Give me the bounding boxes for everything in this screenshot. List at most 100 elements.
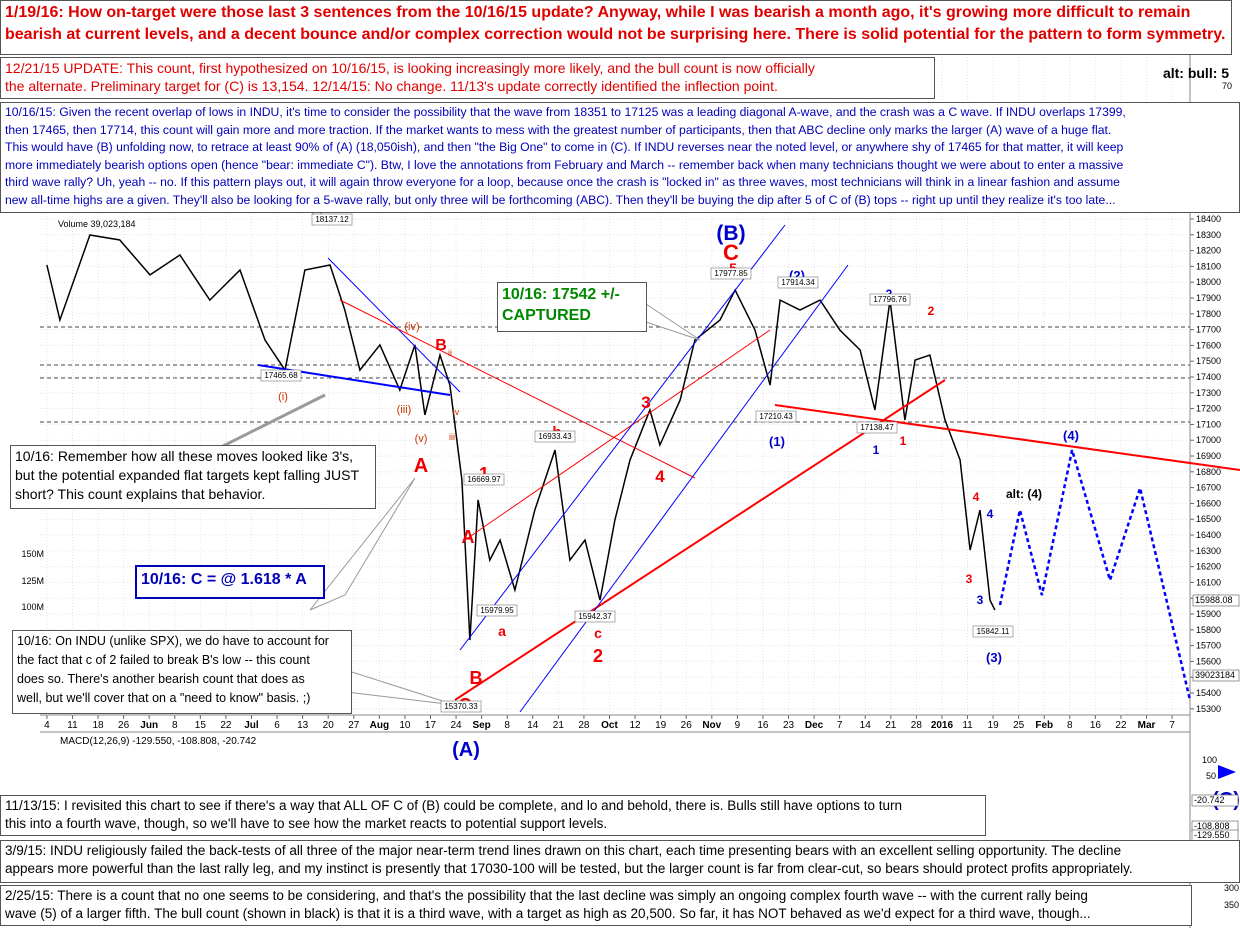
- price-label: 16933.43: [538, 432, 572, 441]
- trend-line: [454, 379, 946, 701]
- x-tick-label: 14: [860, 720, 872, 731]
- wave-label: iv: [453, 407, 460, 417]
- y-tick-label: 16700: [1196, 483, 1221, 493]
- y-tick-label: 16200: [1196, 562, 1221, 572]
- y-tick-label: 17300: [1196, 388, 1221, 398]
- price-label-box: [440, 700, 482, 713]
- volume-axis-label: 125M: [21, 576, 44, 586]
- volume-axis-label: 150M: [21, 549, 44, 559]
- note-box: 10/16: C = @ 1.618 * A: [135, 565, 325, 599]
- x-tick-label: 27: [348, 720, 360, 731]
- x-tick-label: 21: [885, 720, 897, 731]
- y-tick-label: 16800: [1196, 467, 1221, 477]
- x-tick-label: 16: [1090, 720, 1102, 731]
- note-line: 3/9/15: INDU religiously failed the back…: [5, 843, 1122, 858]
- x-tick-label: Jun: [140, 720, 158, 731]
- x-tick-label: Jul: [244, 720, 259, 731]
- note-box: 10/16: Remember how all these moves look…: [10, 445, 376, 509]
- y-tick-label: 17700: [1196, 325, 1221, 335]
- x-tick-label: 28: [911, 720, 923, 731]
- price-label-box: [869, 293, 911, 306]
- x-tick-label: 8: [172, 720, 178, 731]
- price-label: 17914.34: [781, 278, 815, 287]
- right-label: -20.742: [1194, 795, 1225, 805]
- price-label: 15979.95: [480, 606, 514, 615]
- wave-label: A: [462, 527, 475, 547]
- note-line: but the potential expanded flat targets …: [15, 467, 359, 483]
- price-label-box: [755, 410, 797, 423]
- price-label-box: [476, 604, 518, 617]
- x-tick-label: 28: [578, 720, 590, 731]
- x-tick-label: 24: [451, 720, 463, 731]
- wave-label: (iii): [397, 404, 412, 416]
- price-line: [46, 234, 996, 641]
- x-tick-label: 18: [92, 720, 104, 731]
- price-label-box: [972, 625, 1014, 638]
- x-tick-label: 11: [962, 720, 973, 731]
- note-box: 10/16: 17542 +/- CAPTURED: [497, 282, 647, 332]
- wave-label: ii: [448, 348, 452, 358]
- arrow-head: [1218, 765, 1236, 779]
- y-tick-label: 17800: [1196, 309, 1221, 319]
- trend-line: [339, 299, 696, 479]
- trend-lines: [154, 224, 1240, 779]
- note-box: 1/19/16: How on-target were those last 3…: [0, 0, 1232, 55]
- x-tick-label: 17: [425, 720, 437, 731]
- note-line: new all-time highs are a given. They'll …: [5, 192, 1116, 207]
- price-label-box: [534, 430, 576, 443]
- note-line: this into a fourth wave, though, so we'l…: [5, 816, 608, 831]
- x-tick-label: 12: [630, 720, 642, 731]
- x-tick-label: 26: [118, 720, 130, 731]
- note-line: more immediately bearish options open (h…: [5, 157, 1124, 172]
- wave-label: alt: bull: 5: [1163, 65, 1229, 81]
- price-label-box: [311, 213, 353, 226]
- x-tick-label: 15: [195, 720, 207, 731]
- x-tick-label: 26: [681, 720, 693, 731]
- trend-line: [327, 257, 461, 393]
- x-tick-label: 22: [1115, 720, 1127, 731]
- note-line: third wave rally? Uh, yeah -- no. If thi…: [5, 175, 1120, 189]
- note-line: 10/16: On INDU (unlike SPX), we do have …: [17, 634, 329, 648]
- x-tick-label: 25: [1013, 720, 1025, 731]
- right-label: 300: [1224, 883, 1239, 893]
- price-label: 17138.47: [860, 423, 894, 432]
- x-tick-label: 7: [1169, 720, 1175, 731]
- volume-axis-label: 100M: [21, 602, 44, 612]
- x-tick-label: 6: [274, 720, 280, 731]
- wave-label: B: [435, 337, 447, 354]
- wave-label: c: [594, 625, 602, 641]
- note-line: CAPTURED: [502, 307, 591, 324]
- x-tick-label: 16: [757, 720, 769, 731]
- note-box: 12/21/15 UPDATE: This count, first hypot…: [0, 57, 935, 99]
- wave-label: 4: [973, 490, 980, 504]
- price-label: 18137.12: [315, 215, 349, 224]
- right-label-box: [1191, 794, 1239, 807]
- wave-labels: (B)(A)(C)(2)(1)21(4)(3)34C5(ii)(iv)Biiiv…: [21, 65, 1239, 910]
- note-line: appears more powerful than the last rall…: [5, 861, 1133, 876]
- wave-label: A: [414, 455, 428, 477]
- note-line: 2/25/15: There is a count that no one se…: [5, 888, 1088, 903]
- price-label-box: [574, 610, 616, 623]
- wave-label: 4: [655, 467, 665, 486]
- x-tick-label: Aug: [370, 720, 389, 731]
- note-line: the alternate. Preliminary target for (C…: [5, 78, 778, 94]
- wave-label: 2: [928, 304, 935, 318]
- note-line: well, but we'll cover that on a "need to…: [17, 691, 311, 705]
- note-line: 12/21/15 UPDATE: This count, first hypot…: [5, 60, 815, 76]
- marks: [46, 234, 1192, 701]
- y-tick-label: 18400: [1196, 214, 1221, 224]
- x-tick-label: 14: [527, 720, 539, 731]
- right-label-box: [1192, 594, 1240, 607]
- trend-line: [519, 264, 849, 713]
- right-label: -129.550: [1194, 830, 1230, 840]
- wave-label: (1): [769, 434, 785, 449]
- note-box: 10/16/15: Given the recent overlap of lo…: [0, 102, 1240, 213]
- y-tick-label: 16300: [1196, 546, 1221, 556]
- price-label-box: [710, 267, 752, 280]
- wave-label: 3: [641, 393, 650, 412]
- y-tick-label: 18300: [1196, 230, 1221, 240]
- y-tick-label: 15900: [1196, 609, 1221, 619]
- right-label: 15988.08: [1195, 595, 1233, 605]
- x-tick-label: 19: [988, 720, 1000, 731]
- wave-label: C: [723, 240, 739, 265]
